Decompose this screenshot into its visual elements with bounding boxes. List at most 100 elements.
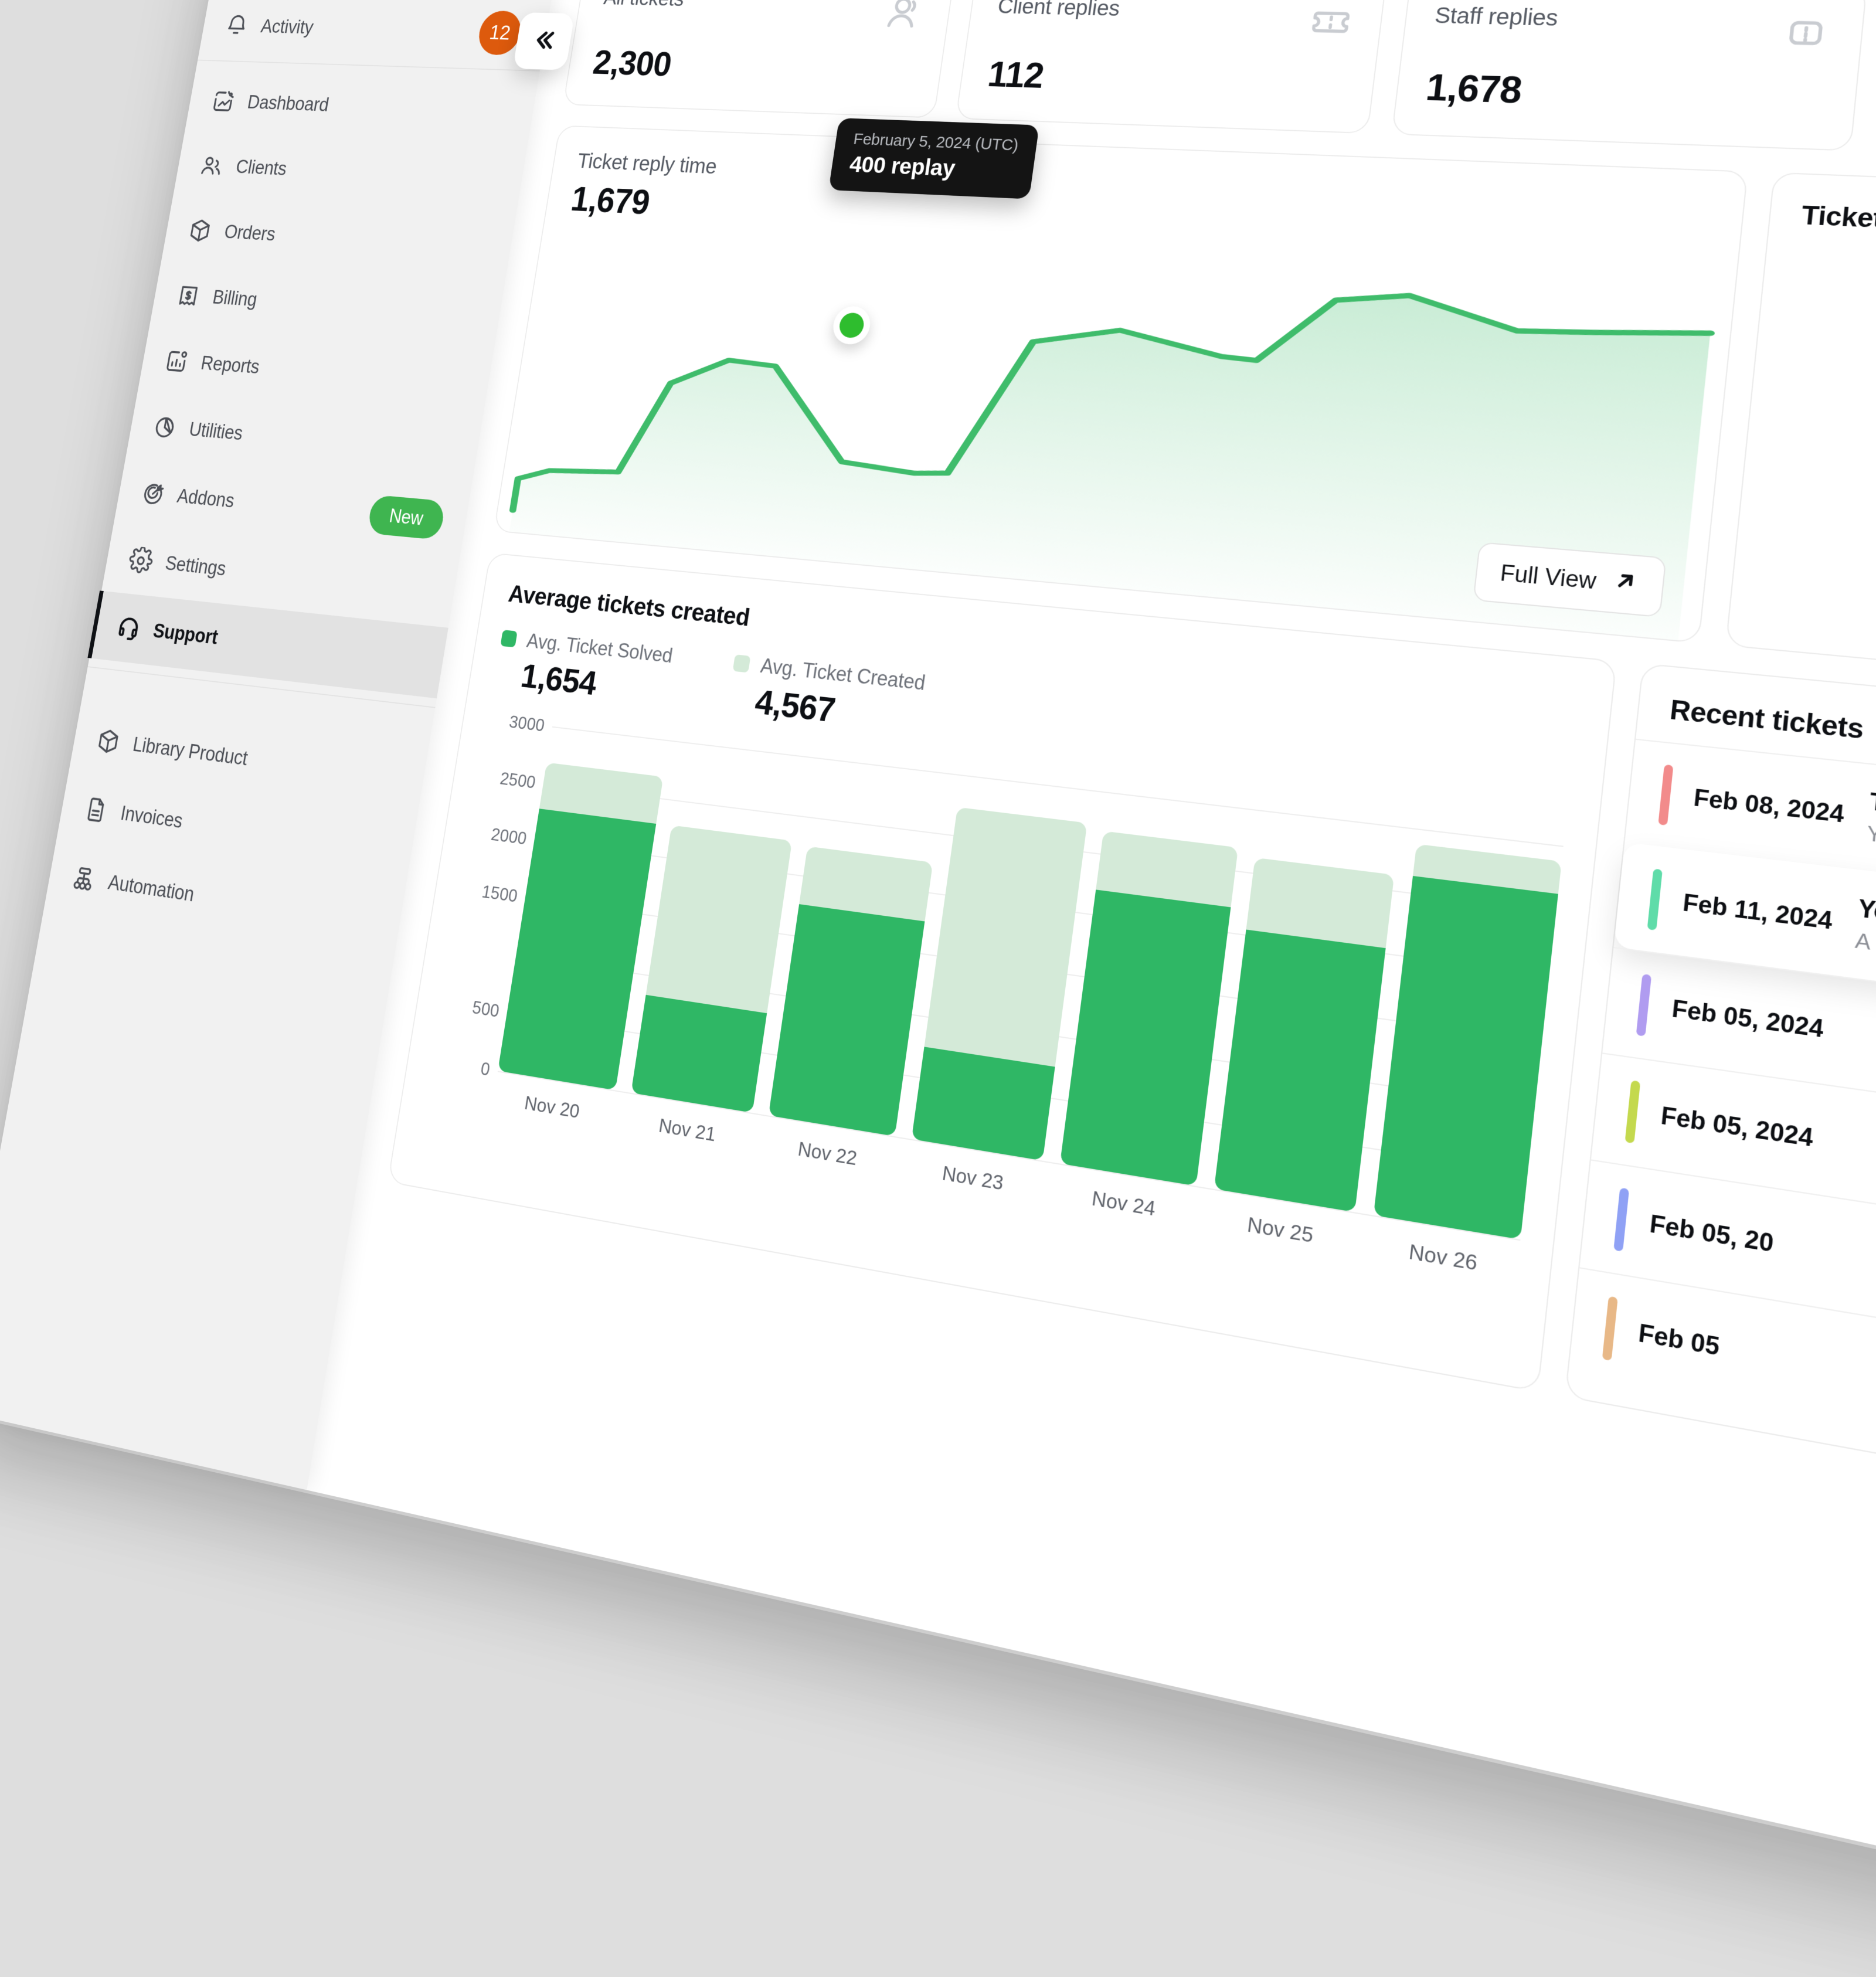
dashboard-app: HostGo HostoGo Tech Muhammd Salim Activi…: [0, 0, 1876, 1916]
tooltip-value: 400 replay: [848, 151, 1016, 184]
main-content: Support / Support Overview All tickets 2…: [307, 0, 1876, 1916]
list-item[interactable]: Feb 05, 2024: [1602, 947, 1876, 1137]
ticket-icon: [1306, 1, 1355, 46]
y-tick: 2000: [490, 824, 528, 849]
bar-group[interactable]: [1374, 828, 1564, 1239]
sidebar-item-label: Automation: [107, 871, 196, 906]
legend-swatch: [733, 654, 751, 672]
target-icon: [138, 478, 168, 509]
average-tickets-bar-chart: 3000 2500 2000 1500 500 0: [433, 719, 1564, 1239]
stat-card-all-tickets[interactable]: All tickets 2,300: [563, 0, 956, 118]
users-icon: [197, 151, 226, 180]
sidebar-item-label: Reports: [199, 352, 261, 378]
ticket-title: Yo: [1857, 895, 1876, 927]
list-item[interactable]: Feb 11, 2024 Yo A: [1614, 843, 1876, 1024]
bar-group[interactable]: [1214, 810, 1400, 1212]
stat-card-client-replies[interactable]: Client replies 112: [956, 0, 1387, 134]
ticket-color-bar: [1602, 1296, 1618, 1361]
average-tickets-card: Average tickets created Avg. Ticket Solv…: [388, 552, 1617, 1392]
ticket-color-bar: [1647, 868, 1663, 930]
x-tick: Nov 25: [1209, 1207, 1353, 1255]
sidebar-item-label: Dashboard: [246, 92, 330, 116]
sidebar-item-activity[interactable]: Activity 12: [198, 0, 552, 72]
stat-value: 2,300: [590, 43, 917, 92]
y-tick: 1500: [481, 881, 519, 906]
ticket-priority-card: Ticket priority: [1725, 172, 1876, 694]
y-tick: 0: [480, 1058, 492, 1080]
bar-group[interactable]: [1060, 792, 1243, 1186]
stat-label: Client replies: [996, 0, 1121, 21]
list-item[interactable]: Feb 05, 20: [1579, 1159, 1876, 1367]
sidebar-item-label: Support: [151, 620, 219, 649]
legend-item-created: Avg. Ticket Created 4,567: [725, 651, 926, 740]
sidebar-item-label: Activity: [259, 16, 315, 38]
stat-value: 1,678: [1423, 66, 1826, 121]
ticket-reply-time-card: Ticket reply time 1,679: [494, 125, 1748, 644]
sidebar-item-label: Addons: [175, 485, 236, 512]
bottom-row: Average tickets created Avg. Ticket Solv…: [388, 552, 1876, 1508]
pie-chart-icon: [150, 412, 179, 442]
headset-icon: [114, 613, 144, 644]
y-tick: 500: [471, 997, 501, 1021]
dashboard-icon: [209, 87, 238, 116]
screenshot-stage: HostGo HostoGo Tech Muhammd Salim Activi…: [0, 0, 1876, 1407]
arrow-up-right-icon: [1611, 568, 1640, 600]
stat-value: 112: [985, 53, 1347, 106]
ticket-color-bar: [1625, 1080, 1641, 1143]
bell-icon: [222, 12, 252, 40]
sidebar-item-label: Library Product: [131, 733, 249, 770]
legend-item-solved: Avg. Ticket Solved 1,654: [493, 627, 674, 712]
x-axis-labels: Nov 20 Nov 21 Nov 22 Nov 23 Nov 24 Nov 2…: [492, 1086, 1518, 1283]
sidebar-item-label: Invoices: [119, 802, 185, 833]
x-tick: Nov 20: [492, 1086, 613, 1129]
ticket-priority-title: Ticket priority: [1800, 201, 1876, 250]
stat-label: All tickets: [602, 0, 685, 11]
ticket-date: Feb 05, 2024: [1671, 995, 1825, 1043]
ticket-date: Feb 05: [1637, 1319, 1721, 1362]
receipt-dollar-icon: [174, 281, 203, 310]
user-outline-icon: [881, 0, 926, 36]
ticket-subtitle: Yo Re: [1865, 821, 1876, 857]
stat-card-staff-replies[interactable]: Staff replies 1,678: [1391, 0, 1867, 151]
sidebar-item-label: Billing: [211, 287, 259, 311]
sidebar-item-label: Orders: [223, 221, 277, 245]
sidebar-collapse-button[interactable]: [513, 12, 575, 70]
chart-tooltip: February 5, 2024 (UTC) 400 replay: [828, 118, 1039, 199]
sidebar-secondary-group: Library Product Invoices Automation: [44, 703, 429, 962]
ticket-title: The Mo: [1868, 789, 1876, 826]
ticket-date: Feb 11, 2024: [1681, 889, 1833, 935]
recent-tickets-card: Recent tickets Feb 08, 2024 The Mo Yo Re: [1565, 663, 1876, 1508]
x-tick: Nov 24: [1055, 1181, 1194, 1228]
cube-icon: [93, 725, 123, 757]
sidebar-item-label: Settings: [164, 552, 227, 580]
bars-container: [498, 726, 1564, 1239]
ticket-date: Feb 05, 2024: [1660, 1102, 1814, 1153]
ticket-date: Feb 08, 2024: [1693, 784, 1846, 828]
full-view-button[interactable]: Full View: [1473, 542, 1667, 617]
recent-tickets-title: Recent tickets: [1636, 692, 1876, 801]
ticket-vertical-icon: [1779, 11, 1833, 59]
full-view-label: Full View: [1499, 561, 1598, 595]
ticket-subtitle: A: [1854, 928, 1876, 957]
ticket-date: Feb 05, 20: [1649, 1210, 1775, 1258]
bar-chart-icon: [162, 347, 191, 376]
stat-label: Staff replies: [1433, 4, 1559, 32]
sidebar-item-label: Clients: [235, 157, 288, 180]
list-item[interactable]: Feb 08, 2024 The Mo Yo Re: [1624, 739, 1876, 912]
x-tick: Nov 22: [763, 1132, 892, 1177]
x-tick: Nov 21: [625, 1109, 750, 1152]
ticket-color-bar: [1636, 974, 1652, 1037]
ticket-color-bar: [1613, 1188, 1629, 1252]
x-tick: Nov 26: [1369, 1233, 1519, 1283]
list-item[interactable]: Feb 05, 2024: [1591, 1052, 1876, 1252]
document-icon: [81, 794, 111, 827]
ticket-color-bar: [1658, 765, 1673, 826]
x-tick: Nov 23: [906, 1156, 1040, 1201]
gear-icon: [126, 545, 156, 576]
legend-swatch: [500, 630, 517, 647]
y-tick: 2500: [499, 767, 537, 792]
tooltip-date: February 5, 2024 (UTC): [852, 130, 1019, 155]
sidebar-item-label: Utilities: [188, 419, 244, 445]
y-tick: 3000: [508, 711, 546, 735]
list-item[interactable]: Feb 05: [1568, 1267, 1876, 1485]
